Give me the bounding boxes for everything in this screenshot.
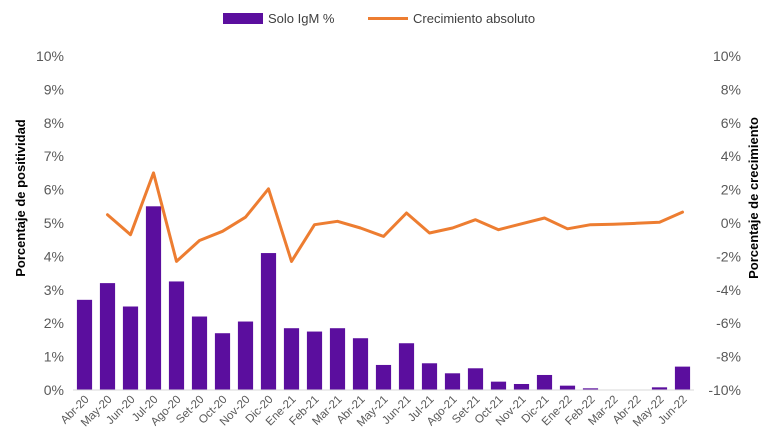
legend-label-crecimiento: Crecimiento absoluto	[413, 11, 535, 26]
y-tick-left: 2%	[44, 315, 64, 331]
y-tick-right: -10%	[708, 382, 741, 398]
y-axis-left: 0% 1% 2% 3% 4% 5% 6% 7% 8% 9% 10%	[36, 48, 64, 398]
y-tick-right: 4%	[721, 148, 741, 164]
y-tick-left: 6%	[44, 182, 64, 198]
bar	[513, 383, 530, 390]
bar	[214, 333, 231, 390]
bar	[444, 373, 461, 390]
bar	[283, 328, 300, 390]
bar	[375, 364, 392, 390]
bar	[398, 343, 415, 390]
bar	[145, 206, 162, 390]
bar	[674, 366, 691, 390]
line-path	[106, 171, 684, 263]
y-tick-right: 2%	[721, 182, 741, 198]
y-tick-right: 0%	[721, 215, 741, 231]
bar	[536, 374, 553, 390]
bar	[582, 388, 599, 390]
bar	[352, 338, 369, 390]
y-tick-right: 10%	[713, 48, 741, 64]
y-axis-right: -10% -8% -6% -4% -2% 0% 2% 4% 6% 8% 10%	[708, 48, 741, 398]
y-tick-right: -8%	[716, 349, 741, 365]
y-tick-left: 3%	[44, 282, 64, 298]
legend: Solo IgM % Crecimiento absoluto	[223, 11, 535, 26]
bar	[122, 306, 139, 390]
y-tick-left: 7%	[44, 148, 64, 164]
y-tick-left: 0%	[44, 382, 64, 398]
bar	[329, 328, 346, 390]
y-tick-left: 10%	[36, 48, 64, 64]
legend-swatch-solo-igm	[223, 13, 263, 24]
y-tick-left: 8%	[44, 115, 64, 131]
y-tick-right: -6%	[716, 315, 741, 331]
bar	[260, 253, 277, 390]
y-tick-right: 8%	[721, 81, 741, 97]
y-axis-left-title: Porcentaje de positividad	[13, 119, 28, 277]
bar	[99, 283, 116, 390]
y-tick-right: -4%	[716, 282, 741, 298]
x-axis: Abr-20May-20Jun-20Jul-20Ago-20Set-20Oct-…	[59, 394, 690, 430]
y-tick-right: -2%	[716, 248, 741, 264]
bar	[467, 368, 484, 390]
bar	[76, 299, 93, 390]
bar-series-solo-igm	[76, 206, 691, 390]
y-tick-left: 5%	[44, 215, 64, 231]
y-tick-left: 1%	[44, 349, 64, 365]
bar	[168, 281, 185, 390]
line-series-crecimiento	[106, 171, 684, 263]
y-tick-left: 4%	[44, 248, 64, 264]
y-tick-left: 9%	[44, 81, 64, 97]
bar	[306, 331, 323, 390]
bar	[490, 381, 507, 390]
y-tick-right: 6%	[721, 115, 741, 131]
legend-label-solo-igm: Solo IgM %	[268, 11, 335, 26]
bar	[237, 321, 254, 390]
bar	[651, 387, 668, 390]
bar	[559, 385, 576, 390]
bar	[421, 363, 438, 390]
bar	[191, 316, 208, 390]
y-axis-right-title: Porcentaje de crecimiento	[746, 117, 761, 279]
